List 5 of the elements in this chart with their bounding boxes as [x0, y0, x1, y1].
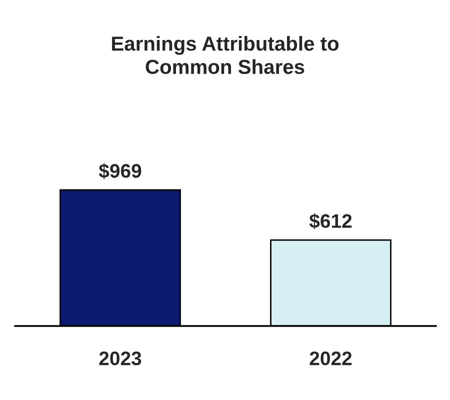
x-tick-label: 2023 [99, 352, 142, 366]
data-label: $612 [309, 213, 352, 230]
data-label: $969 [98, 163, 142, 180]
chart-title: Earnings Attributable to Common Shares [112, 36, 339, 74]
x-tick-label: 2022 [310, 352, 352, 366]
